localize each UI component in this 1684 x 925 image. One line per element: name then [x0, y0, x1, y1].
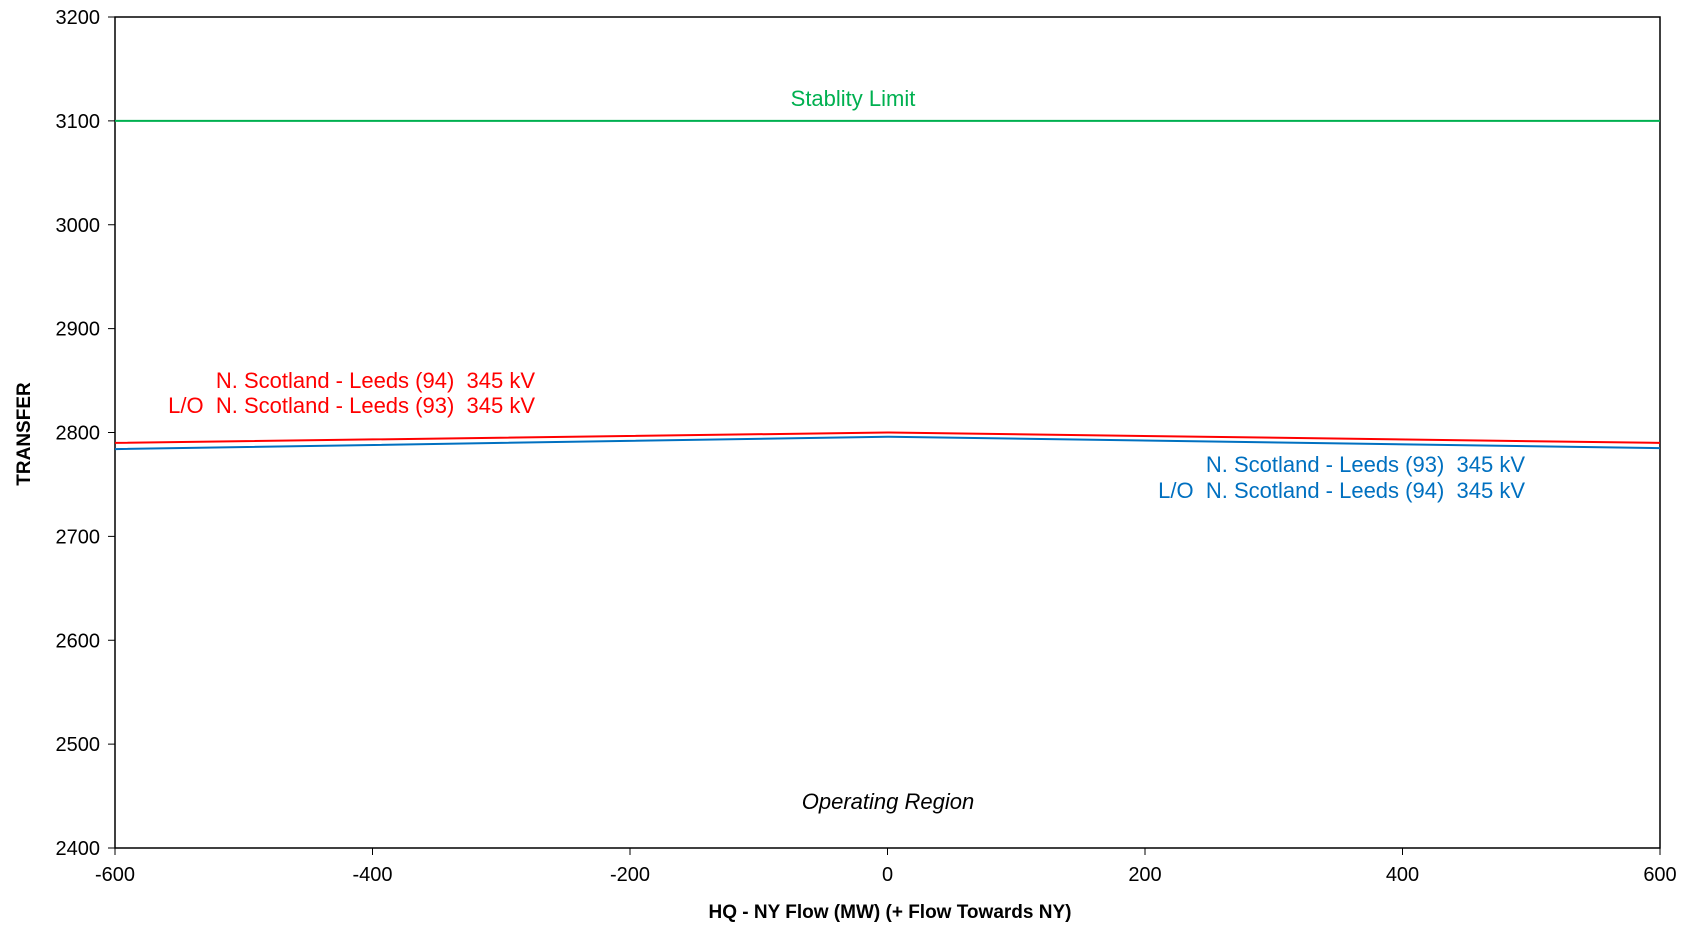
tick-layer: -600 -400 -200 0 200 400 600 2400 2500 2600 2700 28…: [56, 7, 1677, 886]
annotation-region-label: Operating Region: [802, 789, 974, 814]
x-tick-label: 600: [1643, 864, 1676, 886]
annotation-red-label: L/O N. Scotland - Leeds (93) 345 kV: [168, 393, 535, 418]
x-tick-label: -200: [610, 864, 650, 886]
annotation-stability-label: Stablity Limit: [791, 86, 916, 111]
x-tick-label: 200: [1128, 864, 1161, 886]
y-tick-label: 3100: [56, 111, 101, 133]
annotation-blue-label: N. Scotland - Leeds (93) 345 kV: [1206, 452, 1525, 477]
x-tick-label: -400: [352, 864, 392, 886]
x-axis-title: HQ - NY Flow (MW) (+ Flow Towards NY): [709, 902, 1072, 923]
y-axis-title: TRANSFER: [14, 382, 35, 486]
x-tick-label: 400: [1386, 864, 1419, 886]
y-tick-label: 2500: [56, 734, 101, 756]
y-tick-label: 3200: [56, 7, 101, 29]
x-tick-label: -600: [95, 864, 135, 886]
series-layer: [114, 119, 1661, 451]
y-tick-label: 2700: [56, 526, 101, 548]
x-tick-label: 0: [882, 864, 893, 886]
y-tick-label: 3000: [56, 215, 101, 237]
annotation-layer: Stablity Limit N. Scotland - Leeds (94) 3…: [168, 86, 1525, 814]
y-tick-label: 2400: [56, 838, 101, 860]
y-tick-label: 2600: [56, 630, 101, 652]
y-tick-label: 2800: [56, 423, 101, 445]
series-line-blue-limit: [114, 435, 1661, 451]
annotation-red-label: N. Scotland - Leeds (94) 345 kV: [216, 368, 535, 393]
annotation-blue-label: L/O N. Scotland - Leeds (94) 345 kV: [1158, 478, 1525, 503]
series-line-red-limit: [114, 431, 1661, 444]
y-tick-label: 2900: [56, 319, 101, 341]
